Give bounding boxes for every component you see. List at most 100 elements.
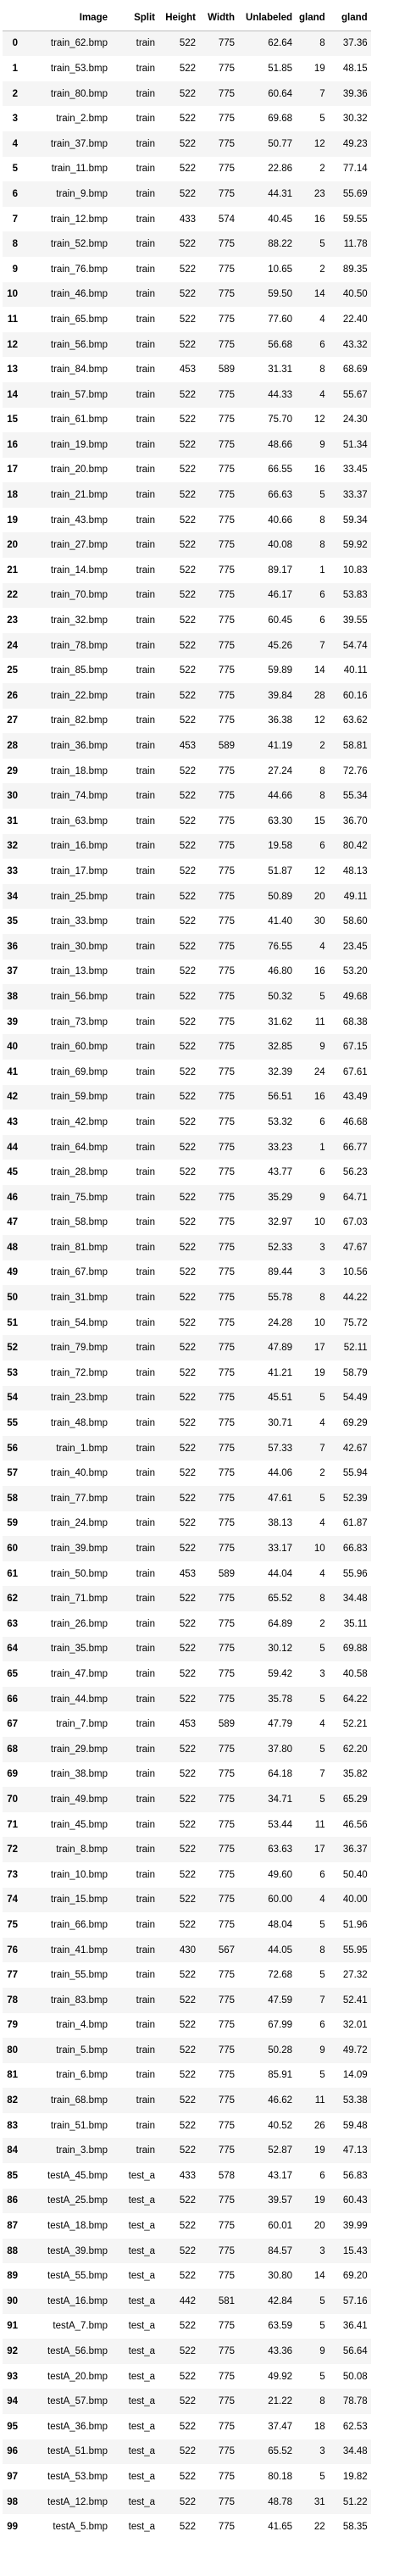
- width-cell: 775: [218, 891, 235, 902]
- unlabeled-cell: 49.92: [268, 2371, 292, 2382]
- height-cell: 522: [179, 1493, 196, 1504]
- width-cell: 775: [218, 1894, 235, 1906]
- width-cell: 775: [218, 1393, 235, 1404]
- gland-count-cell: 6: [319, 1116, 325, 1127]
- gland-percent-cell: 57.16: [342, 2295, 368, 2306]
- height-cell: 522: [179, 1794, 196, 1805]
- gland-percent-cell: 55.95: [342, 1945, 368, 1956]
- header-index: [3, 5, 21, 31]
- gland-percent-cell: 58.60: [342, 916, 368, 927]
- height-cell: 453: [179, 1568, 196, 1579]
- width-cell: 775: [218, 2271, 235, 2282]
- width-cell: 775: [218, 414, 235, 426]
- split-cell: test_a: [128, 2496, 155, 2507]
- height-cell: 522: [179, 640, 196, 651]
- image-cell: train_69.bmp: [50, 1066, 108, 1077]
- gland-percent-cell: 34.48: [342, 1594, 368, 1605]
- gland-count-cell: 5: [319, 1393, 325, 1404]
- gland-count-cell: 12: [313, 138, 325, 149]
- gland-count-cell: 8: [319, 38, 325, 49]
- split-cell: train: [136, 2020, 155, 2031]
- image-cell: train_85.bmp: [50, 665, 108, 676]
- split-cell: train: [136, 991, 155, 1002]
- row-index: 19: [7, 515, 18, 526]
- dataframe-table: Image Split Height Width Unlabeled gland…: [3, 5, 371, 2540]
- width-cell: 775: [218, 389, 235, 400]
- split-cell: test_a: [128, 2396, 155, 2407]
- gland-percent-cell: 10.56: [342, 1267, 368, 1278]
- table-row: 64 train_35.bmp train 522 775 30.12 5 69.88: [3, 1636, 371, 1662]
- row-index: 51: [7, 1317, 18, 1328]
- height-cell: 522: [179, 1544, 196, 1555]
- table-row: 4 train_37.bmp train 522 775 50.77 12 49.23: [3, 131, 371, 157]
- gland-count-cell: 2: [319, 264, 325, 275]
- row-index: 18: [7, 490, 18, 501]
- image-cell: train_41.bmp: [50, 1945, 108, 1956]
- unlabeled-cell: 42.84: [268, 2295, 292, 2306]
- gland-percent-cell: 66.83: [342, 1544, 368, 1555]
- gland-percent-cell: 68.69: [342, 364, 368, 376]
- gland-percent-cell: 39.99: [342, 2221, 368, 2232]
- gland-count-cell: 7: [319, 88, 325, 99]
- gland-percent-cell: 59.92: [342, 540, 368, 551]
- table-row: 94 testA_57.bmp test_a 522 775 21.22 8 78.78: [3, 2389, 371, 2414]
- row-index: 15: [7, 414, 18, 426]
- split-cell: train: [136, 1343, 155, 1354]
- gland-count-cell: 5: [319, 991, 325, 1002]
- height-cell: 522: [179, 2095, 196, 2106]
- height-cell: 522: [179, 1267, 196, 1278]
- height-cell: 522: [179, 1819, 196, 1830]
- row-index: 2: [12, 88, 18, 99]
- table-row: 32 train_16.bmp train 522 775 19.58 6 80.42: [3, 833, 371, 860]
- height-cell: 522: [179, 2045, 196, 2056]
- row-index: 3: [12, 114, 18, 125]
- width-cell: 775: [218, 690, 235, 701]
- height-cell: 522: [179, 966, 196, 977]
- unlabeled-cell: 62.64: [268, 38, 292, 49]
- gland-count-cell: 5: [319, 2295, 325, 2306]
- gland-percent-cell: 54.49: [342, 1393, 368, 1404]
- image-cell: train_29.bmp: [50, 1744, 108, 1755]
- height-cell: 522: [179, 1443, 196, 1454]
- height-cell: 522: [179, 690, 196, 701]
- gland-count-cell: 16: [313, 1092, 325, 1103]
- gland-count-cell: 4: [319, 941, 325, 952]
- height-cell: 522: [179, 1468, 196, 1479]
- gland-percent-cell: 51.22: [342, 2496, 368, 2507]
- split-cell: train: [136, 1418, 155, 1429]
- gland-count-cell: 19: [313, 2195, 325, 2206]
- gland-percent-cell: 52.11: [343, 1343, 368, 1354]
- split-cell: train: [136, 1217, 155, 1228]
- row-index: 81: [7, 2070, 18, 2081]
- image-cell: train_72.bmp: [50, 1367, 108, 1378]
- unlabeled-cell: 47.59: [268, 1995, 292, 2006]
- height-cell: 453: [179, 364, 196, 376]
- split-cell: train: [136, 1518, 155, 1529]
- split-cell: train: [136, 465, 155, 476]
- gland-percent-cell: 33.37: [342, 490, 368, 501]
- gland-percent-cell: 69.88: [342, 1644, 368, 1655]
- image-cell: train_82.bmp: [50, 715, 108, 726]
- height-cell: 522: [179, 590, 196, 601]
- split-cell: train: [136, 1919, 155, 1930]
- split-cell: test_a: [128, 2271, 155, 2282]
- table-row: 8 train_52.bmp train 522 775 88.22 5 11.78: [3, 231, 371, 257]
- gland-count-cell: 5: [319, 490, 325, 501]
- gland-count-cell: 17: [313, 1343, 325, 1354]
- table-row: 14 train_57.bmp train 522 775 44.33 4 55.67: [3, 381, 371, 408]
- row-index: 98: [7, 2496, 18, 2507]
- gland-percent-cell: 64.71: [342, 1192, 368, 1203]
- height-cell: 522: [179, 791, 196, 802]
- width-cell: 775: [218, 2321, 235, 2332]
- row-index: 58: [7, 1493, 18, 1504]
- gland-count-cell: 30: [313, 916, 325, 927]
- image-cell: train_79.bmp: [50, 1343, 108, 1354]
- image-cell: train_27.bmp: [50, 540, 108, 551]
- split-cell: train: [136, 2145, 155, 2156]
- split-cell: train: [136, 865, 155, 876]
- unlabeled-cell: 67.99: [268, 2020, 292, 2031]
- height-cell: 522: [179, 465, 196, 476]
- gland-count-cell: 5: [319, 1644, 325, 1655]
- gland-percent-cell: 56.23: [342, 1167, 368, 1178]
- split-cell: train: [136, 389, 155, 400]
